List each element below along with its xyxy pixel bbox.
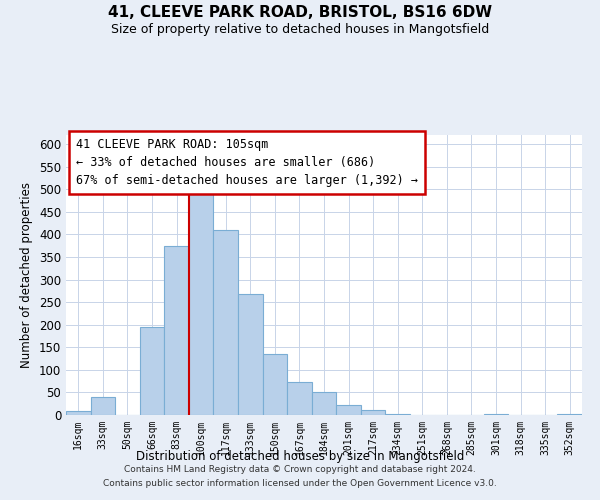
Text: Contains HM Land Registry data © Crown copyright and database right 2024.
Contai: Contains HM Land Registry data © Crown c… xyxy=(103,466,497,487)
Bar xyxy=(385,414,410,415)
Bar xyxy=(164,246,189,415)
Bar xyxy=(140,327,164,415)
Bar xyxy=(336,405,361,415)
Bar xyxy=(484,414,508,415)
Bar xyxy=(312,392,336,415)
Text: Size of property relative to detached houses in Mangotsfield: Size of property relative to detached ho… xyxy=(111,22,489,36)
Bar xyxy=(189,194,214,415)
Bar xyxy=(263,354,287,415)
Text: 41 CLEEVE PARK ROAD: 105sqm
← 33% of detached houses are smaller (686)
67% of se: 41 CLEEVE PARK ROAD: 105sqm ← 33% of det… xyxy=(76,138,418,187)
Bar xyxy=(361,410,385,415)
Text: 41, CLEEVE PARK ROAD, BRISTOL, BS16 6DW: 41, CLEEVE PARK ROAD, BRISTOL, BS16 6DW xyxy=(108,5,492,20)
Y-axis label: Number of detached properties: Number of detached properties xyxy=(20,182,34,368)
Bar xyxy=(557,414,582,415)
Bar xyxy=(238,294,263,415)
Text: Distribution of detached houses by size in Mangotsfield: Distribution of detached houses by size … xyxy=(136,450,464,463)
Bar xyxy=(214,230,238,415)
Bar xyxy=(91,397,115,415)
Bar xyxy=(287,382,312,415)
Bar xyxy=(66,412,91,415)
